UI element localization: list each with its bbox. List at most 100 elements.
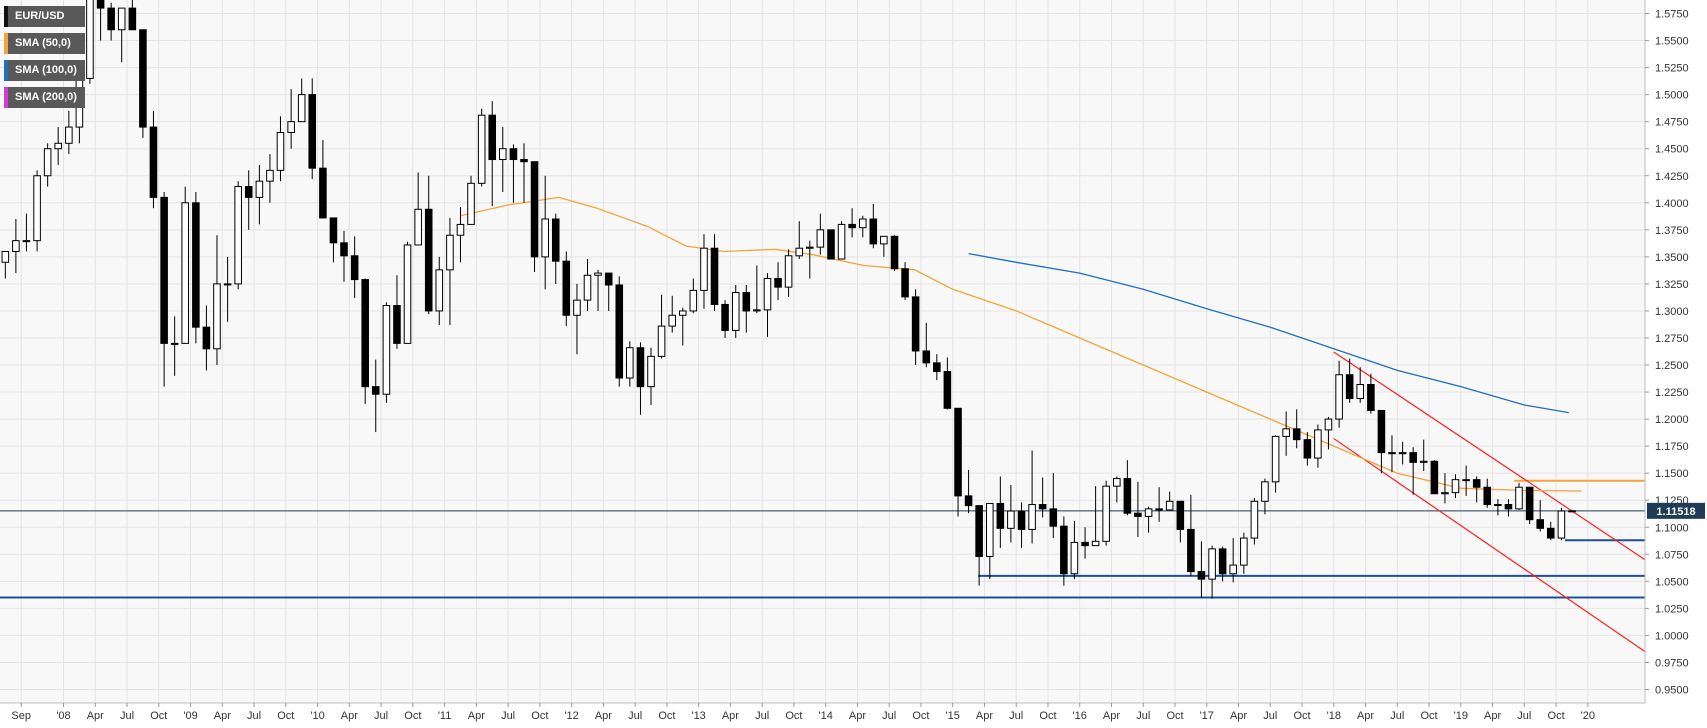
candle [1028,450,1036,544]
candle [22,213,31,252]
candle [340,230,348,282]
legend-swatch [4,87,8,108]
x-tick-label: Oct [1420,710,1437,722]
x-tick-label: '10 [310,710,324,722]
legend-item-eurusd[interactable]: EUR/USD [4,6,85,27]
candle-body [1504,504,1513,510]
candle-body [350,255,359,281]
y-tick-label: 1.4500 [1655,144,1689,156]
candle [1388,435,1396,473]
candle-body [827,229,835,260]
candle [1377,409,1386,474]
candle-body [361,279,369,388]
candle [509,144,518,203]
candle-body [1240,537,1248,566]
candle-body [22,240,31,243]
candle [1568,510,1576,513]
candle-body [414,208,422,246]
candle-body [96,0,105,9]
candle-body [86,0,94,79]
candle-body [1303,439,1312,459]
candle [541,175,549,290]
candle-body [181,202,189,344]
candle [424,175,433,315]
candle-body [816,229,825,248]
x-tick-label: Apr [722,710,739,722]
candle-body [12,240,20,252]
candle [827,229,835,260]
candle [1536,500,1544,532]
candle [975,505,983,586]
trend-line [1333,438,1646,653]
x-tick-label: Apr [1484,710,1501,722]
candle-body [880,235,888,245]
candle [1367,373,1375,414]
candle [1038,477,1047,518]
candle [901,262,909,301]
candle-body [986,502,994,557]
y-tick-label: 1.3500 [1655,252,1689,264]
x-tick-label: Jul [755,710,769,722]
y-tick-label: 1.2000 [1655,414,1689,426]
candle [583,259,592,311]
x-tick-label: Oct [1166,710,1183,722]
candle [1271,435,1280,493]
candle-body [996,502,1005,529]
candle [181,186,189,344]
candle [467,175,475,225]
candle-body [223,283,232,286]
legend-item-sma-100[interactable]: SMA (100,0) [4,60,85,81]
candle-body [594,272,602,276]
candle [33,170,41,252]
candle-body [763,277,772,311]
trend-lines [1333,351,1646,653]
y-tick-label: 0.9750 [1655,657,1689,669]
candle-body [234,186,242,285]
x-tick-label: Oct [277,710,294,722]
grid [0,0,1645,703]
candle [954,407,962,517]
candle [647,347,655,406]
candle-body [1494,504,1502,507]
y-tick-label: 1.1000 [1655,522,1689,534]
x-tick-label: Jul [501,710,515,722]
candle [520,143,528,203]
candle-body [1515,486,1523,510]
candle-body [636,347,645,388]
y-tick-label: 0.9500 [1655,684,1689,696]
candle-body [1398,452,1407,455]
candle-body [1113,478,1121,487]
legend-item-sma-50[interactable]: SMA (50,0) [4,33,85,54]
candle-body [1102,485,1110,542]
y-tick-label: 1.0000 [1655,630,1689,642]
x-tick-label: Jul [628,710,642,722]
candle [626,341,634,387]
candle-body [424,208,433,312]
candles [1,0,1576,599]
candle-body [1049,508,1058,527]
x-tick-label: Apr [1230,710,1247,722]
candle-body [1123,478,1132,514]
candle [795,221,804,260]
candle-body [890,235,899,270]
x-tick-label: '17 [1200,710,1214,722]
candle-body [456,223,465,236]
candle [223,256,232,322]
candle-body [520,159,528,163]
candle-body [1218,548,1227,575]
candle-body [731,292,740,331]
candle-body [1483,486,1492,506]
candle-body [1557,510,1566,539]
candle-body [287,121,295,133]
candle [1187,494,1195,576]
candle [784,249,793,297]
legend-item-sma-200[interactable]: SMA (200,0) [4,87,85,108]
candle-body [657,325,666,357]
y-tick-label: 1.3750 [1655,225,1689,237]
candle-body [678,310,687,316]
x-tick-label: '09 [183,710,197,722]
candle [1218,546,1227,582]
candle [1240,532,1248,574]
x-tick-label: Apr [976,710,993,722]
